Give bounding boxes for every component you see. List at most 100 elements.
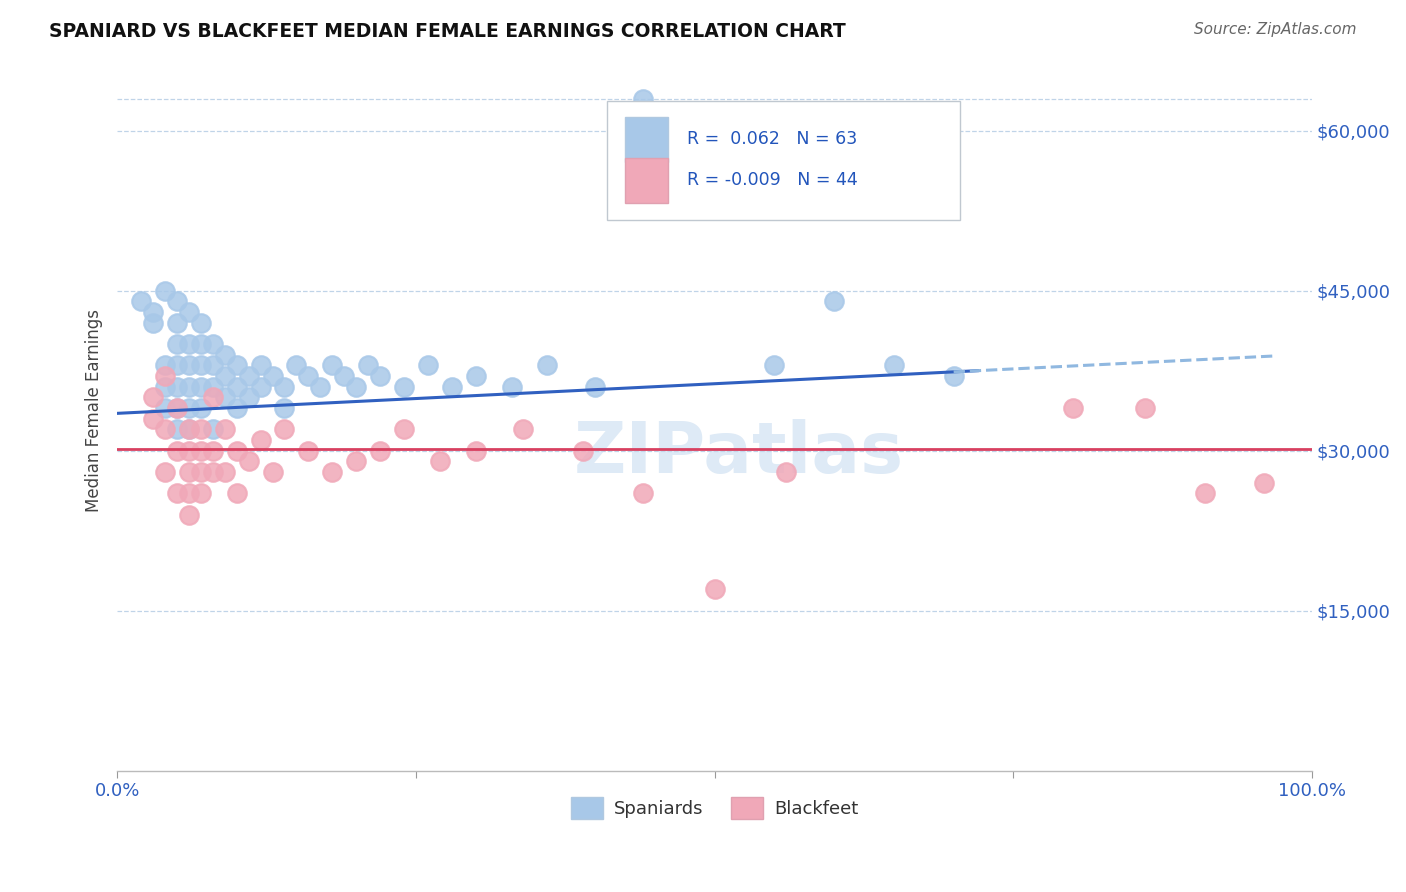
Point <box>166 294 188 309</box>
Point <box>177 401 200 415</box>
Point <box>249 433 271 447</box>
Point <box>333 369 356 384</box>
Point <box>572 443 595 458</box>
Point <box>225 486 247 500</box>
Point <box>249 380 271 394</box>
Point <box>201 465 224 479</box>
Point <box>177 380 200 394</box>
Point <box>201 380 224 394</box>
Point <box>153 401 176 415</box>
Point <box>238 369 260 384</box>
Point <box>583 380 606 394</box>
Point <box>309 380 332 394</box>
Point <box>225 380 247 394</box>
Point <box>190 401 212 415</box>
Point <box>1253 475 1275 490</box>
Point <box>368 443 391 458</box>
Point <box>166 486 188 500</box>
Point <box>153 359 176 373</box>
Text: Source: ZipAtlas.com: Source: ZipAtlas.com <box>1194 22 1357 37</box>
Point <box>201 390 224 404</box>
Point <box>177 422 200 436</box>
Text: SPANIARD VS BLACKFEET MEDIAN FEMALE EARNINGS CORRELATION CHART: SPANIARD VS BLACKFEET MEDIAN FEMALE EARN… <box>49 22 846 41</box>
Legend: Spaniards, Blackfeet: Spaniards, Blackfeet <box>564 790 866 827</box>
Point <box>262 465 284 479</box>
Point <box>273 380 295 394</box>
Point <box>1194 486 1216 500</box>
Point <box>775 465 797 479</box>
Point <box>763 359 786 373</box>
Point <box>177 359 200 373</box>
Point <box>238 390 260 404</box>
Point <box>190 359 212 373</box>
Point <box>344 454 367 468</box>
Point <box>177 486 200 500</box>
Point <box>262 369 284 384</box>
Point <box>321 465 343 479</box>
Point <box>321 359 343 373</box>
Point <box>368 369 391 384</box>
Point <box>190 422 212 436</box>
Point <box>177 508 200 522</box>
Point <box>631 486 654 500</box>
Point <box>297 369 319 384</box>
Point <box>249 359 271 373</box>
Point <box>153 380 176 394</box>
Point <box>190 380 212 394</box>
FancyBboxPatch shape <box>626 117 668 161</box>
Point <box>703 582 725 597</box>
Point <box>225 359 247 373</box>
Point <box>190 337 212 351</box>
Point <box>501 380 523 394</box>
Point <box>166 316 188 330</box>
Point <box>166 443 188 458</box>
Point <box>464 369 486 384</box>
Point <box>392 380 415 394</box>
Point <box>190 443 212 458</box>
Point <box>201 359 224 373</box>
Point <box>214 369 236 384</box>
Point <box>177 443 200 458</box>
Point <box>942 369 965 384</box>
Point <box>512 422 534 436</box>
Text: ZIPatlas: ZIPatlas <box>574 419 904 489</box>
Point <box>631 92 654 106</box>
Point <box>225 401 247 415</box>
Point <box>273 401 295 415</box>
Point <box>153 422 176 436</box>
Point <box>1062 401 1084 415</box>
Point <box>464 443 486 458</box>
Point <box>429 454 451 468</box>
Point <box>225 443 247 458</box>
Text: R =  0.062   N = 63: R = 0.062 N = 63 <box>688 130 858 148</box>
Point <box>190 486 212 500</box>
Y-axis label: Median Female Earnings: Median Female Earnings <box>86 310 103 512</box>
Point <box>153 369 176 384</box>
Point <box>166 380 188 394</box>
Point <box>285 359 308 373</box>
FancyBboxPatch shape <box>626 158 668 202</box>
Point <box>344 380 367 394</box>
Point <box>201 422 224 436</box>
Point <box>166 337 188 351</box>
Point <box>823 294 845 309</box>
Point <box>416 359 439 373</box>
Point <box>153 284 176 298</box>
Point <box>273 422 295 436</box>
Point <box>214 465 236 479</box>
Point <box>142 316 165 330</box>
Text: R = -0.009   N = 44: R = -0.009 N = 44 <box>688 171 858 189</box>
Point <box>177 305 200 319</box>
Point <box>214 390 236 404</box>
Point <box>153 465 176 479</box>
Point <box>177 337 200 351</box>
Point <box>177 465 200 479</box>
Point <box>883 359 905 373</box>
Point <box>166 401 188 415</box>
FancyBboxPatch shape <box>607 101 960 220</box>
Point <box>297 443 319 458</box>
Point <box>129 294 152 309</box>
Point <box>201 443 224 458</box>
Point <box>142 390 165 404</box>
Point <box>679 177 702 191</box>
